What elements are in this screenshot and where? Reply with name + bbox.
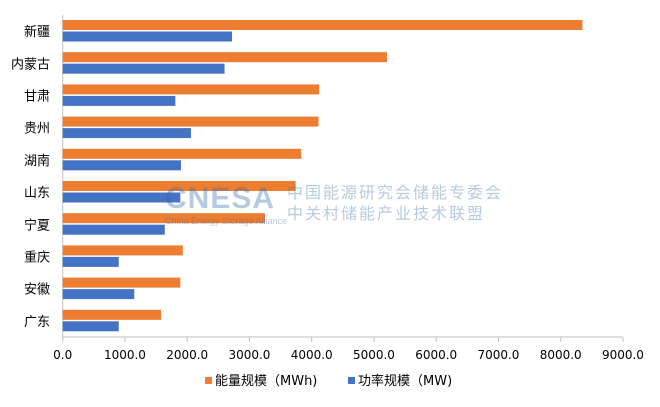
x-tick-label: 3000.0 [228, 348, 270, 362]
category-label: 湖南 [24, 153, 50, 169]
category-label: 新疆 [24, 24, 50, 40]
bar-energy [62, 116, 319, 127]
bar-energy [62, 84, 320, 95]
category-label: 宁夏 [24, 217, 50, 233]
bar-energy [62, 20, 583, 30]
legend-label: 能量规模（MWh) [215, 374, 317, 389]
x-tick-label: 9000.0 [602, 348, 644, 362]
category-label: 贵州 [24, 122, 50, 137]
bar-power [62, 192, 181, 203]
bar-power [62, 321, 119, 332]
x-tick-label: 0.0 [53, 348, 72, 362]
bar-energy [62, 52, 388, 63]
bar-power [62, 160, 181, 171]
bar-power [62, 256, 119, 267]
category-label: 内蒙古 [11, 56, 50, 72]
bar-energy [62, 213, 266, 224]
bar-energy [62, 245, 183, 256]
x-tick-label: 1000.0 [104, 348, 146, 362]
category-label: 山东 [24, 186, 50, 201]
bar-energy [62, 309, 162, 320]
bar-energy [62, 148, 302, 159]
bar-power [62, 224, 165, 235]
legend-swatch [205, 377, 212, 384]
x-tick-label: 5000.0 [353, 348, 395, 362]
bar-power [62, 63, 225, 74]
category-label: 重庆 [24, 250, 50, 266]
bar-power [62, 31, 233, 42]
category-label: 广东 [24, 315, 50, 330]
category-label: 甘肃 [24, 90, 50, 105]
legend-label: 功率规模（MW) [358, 373, 452, 389]
category-label: 安徽 [24, 283, 50, 298]
x-tick-label: 7000.0 [477, 348, 519, 362]
bar-energy [62, 277, 181, 288]
bar-power [62, 289, 135, 300]
x-tick-label: 2000.0 [166, 348, 208, 362]
legend-swatch [348, 377, 355, 384]
x-tick-label: 4000.0 [291, 348, 333, 362]
bar-power [62, 128, 191, 139]
bar-power [62, 95, 176, 106]
x-tick-label: 6000.0 [415, 348, 457, 362]
x-tick-label: 8000.0 [540, 348, 582, 362]
bar-energy [62, 181, 296, 191]
